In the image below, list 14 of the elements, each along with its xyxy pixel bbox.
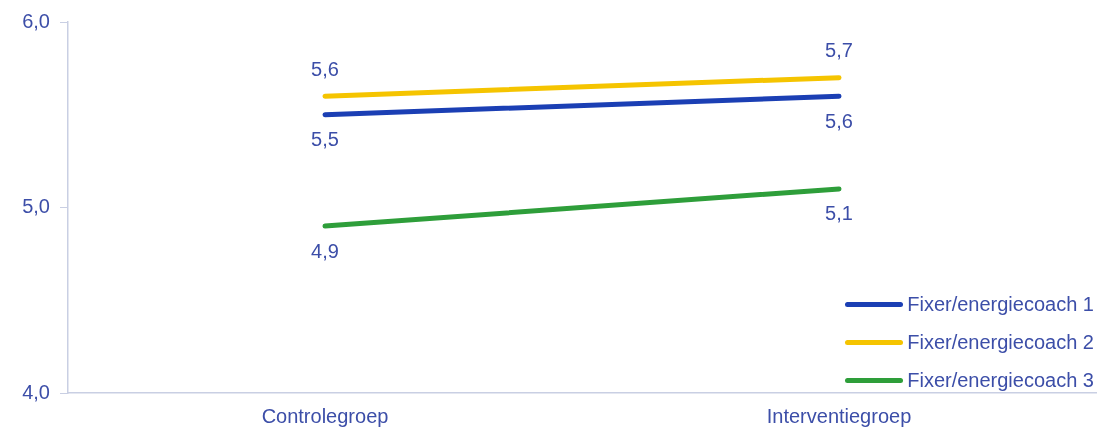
data-label: 4,9 — [311, 239, 339, 262]
y-tick-label: 6,0 — [22, 9, 50, 32]
data-label: 5,1 — [825, 202, 853, 225]
legend-label: Fixer/energiecoach 2 — [907, 330, 1094, 354]
legend-label: Fixer/energiecoach 3 — [907, 368, 1094, 392]
x-tick-label: Interventiegroep — [766, 404, 912, 427]
x-tick-label: Controlegroep — [261, 404, 389, 427]
legend-label: Fixer/energiecoach 1 — [907, 292, 1094, 316]
y-tick-label: 5,0 — [22, 195, 50, 218]
data-label: 5,7 — [825, 39, 853, 62]
data-label: 5,6 — [311, 57, 339, 80]
y-tick-label: 4,0 — [22, 380, 50, 403]
data-label: 5,5 — [311, 128, 339, 151]
data-label: 5,6 — [825, 109, 853, 132]
